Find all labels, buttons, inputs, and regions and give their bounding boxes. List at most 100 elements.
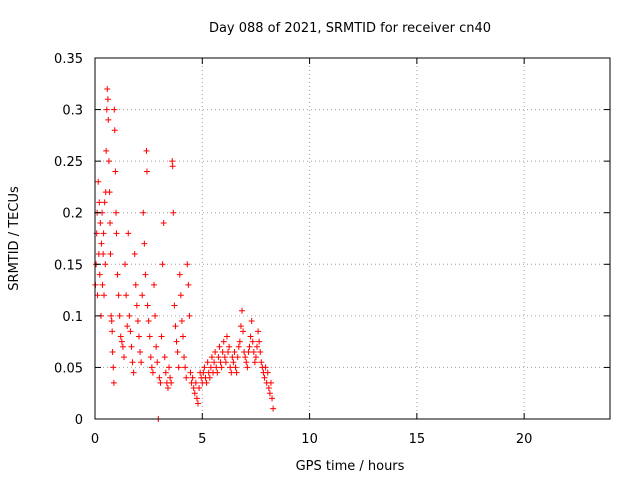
data-point [220,338,227,345]
data-point [178,318,185,325]
data-point [100,250,107,257]
data-point [256,338,263,345]
data-point [190,385,197,392]
data-point [111,127,118,134]
data-point [262,364,269,371]
data-point [137,348,144,355]
data-point [243,359,250,366]
data-point [244,364,251,371]
data-point [227,364,234,371]
data-point [236,338,243,345]
plot-frame [94,57,611,420]
data-point [97,220,104,227]
data-point [101,199,108,206]
data-point [255,328,262,335]
data-point [109,348,116,355]
data-point [110,379,117,386]
data-point [156,374,163,381]
data-point [108,312,115,319]
data-point [218,364,225,371]
data-point [214,369,221,376]
data-points [92,85,277,422]
data-point [187,369,194,376]
data-point [170,209,177,216]
data-point [138,359,145,366]
data-point [266,390,273,397]
data-point [181,354,188,361]
data-point [110,364,117,371]
data-point [132,281,139,288]
data-point [94,292,101,299]
data-point [191,390,198,397]
data-point [103,147,110,154]
data-point [261,374,268,381]
data-point [174,348,181,355]
data-point [225,348,232,355]
data-point [151,281,158,288]
data-point [231,348,238,355]
data-point [221,354,228,361]
data-point [179,333,186,340]
data-point [128,343,135,350]
x-tick-label: 10 [301,432,318,447]
data-point [105,116,112,123]
y-tick-label: 0.15 [54,258,83,273]
data-point [217,359,224,366]
data-point [144,302,151,309]
data-point [229,354,236,361]
x-tick-label: 0 [91,432,99,447]
data-point [185,281,192,288]
data-point [258,359,265,366]
data-point [139,292,146,299]
chart-title: Day 088 of 2021, SRMTID for receiver cn4… [209,21,491,36]
data-point [126,312,133,319]
data-point [222,359,229,366]
data-point [102,261,109,268]
data-point [157,379,164,386]
data-point [173,338,180,345]
data-point [96,271,103,278]
y-tick-label: 0.3 [62,104,83,119]
data-point [109,328,116,335]
grid-lines [95,58,610,419]
data-point [145,318,152,325]
data-point [242,354,249,361]
data-point [133,302,140,309]
data-point [169,158,176,165]
data-point [235,343,242,350]
data-point [195,400,201,407]
data-point [234,354,241,361]
data-point [232,364,239,371]
data-point [148,364,155,371]
data-point [158,333,165,340]
data-point [167,374,174,381]
data-point [172,323,179,330]
data-point [117,333,124,340]
data-point [101,292,108,299]
data-point [130,369,137,376]
data-point [175,364,182,371]
data-point [98,240,105,247]
data-point [204,359,211,366]
x-tick-label: 15 [409,432,426,447]
data-point [147,354,154,361]
data-point [254,343,261,350]
data-point [113,209,120,216]
data-point [251,359,258,366]
data-point [247,333,254,340]
data-point [100,230,107,237]
data-point [203,379,210,386]
data-point [159,261,166,268]
data-point [233,369,240,376]
data-point [223,333,230,340]
data-point [135,333,142,340]
data-point [131,250,138,257]
data-point [123,292,130,299]
data-point [129,359,136,366]
data-point [186,312,193,319]
data-point [168,379,175,386]
y-tick-label: 0.2 [62,207,83,222]
data-point [107,250,114,257]
